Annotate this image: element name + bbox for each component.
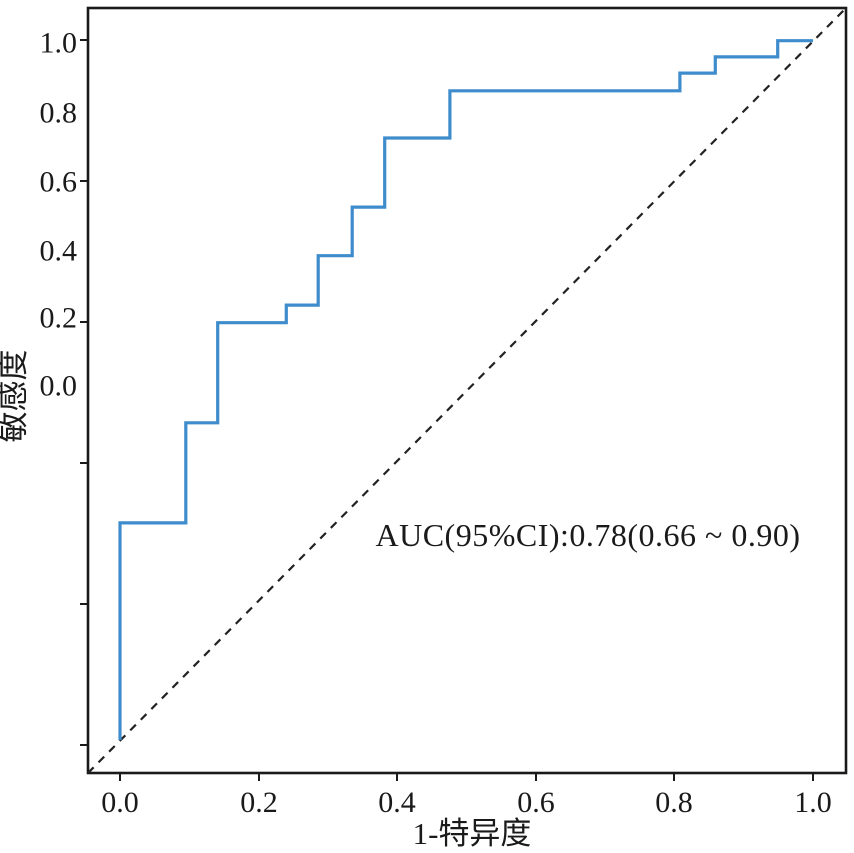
- x-tick-label: 0.8: [655, 786, 693, 819]
- y-tick-label: 1.0: [40, 27, 78, 60]
- y-tick-label: 0.2: [40, 302, 78, 335]
- y-tick-label: 0.4: [40, 235, 78, 268]
- y-axis-tick-labels: 1.0 0.8 0.6 0.4 0.2 0.0: [40, 27, 78, 403]
- x-tick-label: 1.0: [794, 786, 832, 819]
- x-axis-title: 1-特异度: [413, 816, 532, 851]
- x-tick-label: 0.6: [517, 786, 555, 819]
- y-tick-label: 0.6: [40, 166, 78, 199]
- x-tick-label: 0.4: [378, 786, 416, 819]
- y-axis-title: 敏感度: [0, 350, 31, 443]
- plot-frame: [86, 6, 848, 775]
- y-axis-ticks: [80, 39, 88, 746]
- x-tick-label: 0.0: [101, 786, 139, 819]
- y-tick-label: 0.0: [40, 370, 78, 403]
- auc-annotation: AUC(95%CI):0.78(0.66 ~ 0.90): [375, 517, 800, 553]
- y-tick-label: 0.8: [40, 97, 78, 130]
- x-axis-ticks: [119, 773, 814, 781]
- roc-curve-line: [118, 39, 813, 741]
- x-axis-tick-labels: 0.0 0.2 0.4 0.6 0.8 1.0: [101, 786, 832, 819]
- reference-diagonal-line: [87, 7, 847, 774]
- x-tick-label: 0.2: [240, 786, 278, 819]
